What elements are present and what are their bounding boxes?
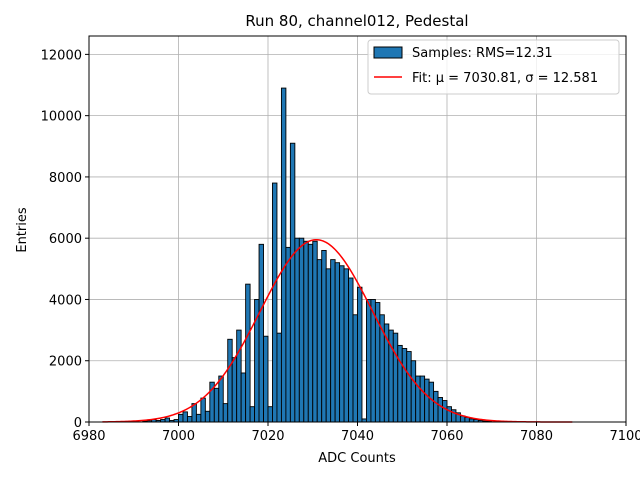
histogram-bar [339, 265, 345, 423]
x-tick-label: 7040 [341, 429, 374, 444]
y-tick-label: 6000 [49, 232, 82, 247]
y-tick-label: 10000 [41, 110, 82, 125]
histogram-bar [312, 240, 318, 423]
y-tick-label: 8000 [49, 171, 82, 186]
histogram-bar [307, 243, 314, 423]
y-tick-label: 2000 [49, 355, 82, 370]
histogram-bar [294, 237, 300, 423]
histogram-bar [222, 403, 229, 423]
y-tick-label: 0 [74, 416, 82, 431]
histogram-bar [164, 417, 170, 423]
histogram-bar [352, 314, 358, 423]
histogram-bar [428, 381, 435, 423]
histogram-bar [178, 413, 184, 423]
histogram-bar [231, 357, 238, 423]
histogram-bar [343, 268, 350, 423]
x-axis-label: ADC Counts [318, 451, 396, 466]
x-tick-label: 7080 [520, 429, 553, 444]
histogram-bar [397, 344, 403, 423]
histogram-bar [437, 397, 443, 423]
histogram-bar [330, 259, 336, 423]
histogram-bar [419, 375, 426, 423]
histogram-bar [316, 259, 323, 423]
y-tick-label: 12000 [41, 48, 82, 63]
histogram-bar [348, 277, 354, 423]
histogram-bar [325, 268, 332, 423]
y-axis-ticks: 0 2000 4000 6000 8000 10000 12000 [41, 48, 89, 431]
x-axis-ticks: 6980 7000 7020 7040 7060 7080 7100 [72, 422, 640, 444]
histogram-bar [200, 397, 206, 423]
x-tick-label: 6980 [72, 429, 105, 444]
histogram-bar [392, 332, 399, 423]
x-tick-label: 7100 [609, 429, 640, 444]
histogram-bar [442, 400, 448, 423]
histogram-bar [280, 87, 287, 423]
x-tick-label: 7000 [162, 429, 195, 444]
histogram-bar [258, 243, 264, 423]
histogram-bar [446, 406, 452, 423]
chart-title: Run 80, channel012, Pedestal [245, 12, 468, 30]
histogram-bar [213, 387, 220, 423]
histogram-bar [410, 360, 417, 423]
histogram-bar [263, 335, 269, 423]
histogram-bar [357, 286, 363, 423]
histogram-bar [240, 372, 247, 423]
x-tick-label: 7020 [251, 429, 284, 444]
legend-box [367, 39, 620, 95]
histogram-bar [303, 240, 309, 423]
histogram-bar [321, 249, 327, 423]
histogram-bar [433, 390, 439, 423]
legend: Samples: RMS=12.31 Fit: μ = 7030.81, σ =… [367, 39, 620, 95]
histogram-bar [406, 351, 412, 423]
histogram-bar [334, 262, 341, 423]
histogram-bar [464, 416, 470, 423]
histogram-bar [186, 416, 193, 423]
histogram-bar [276, 332, 282, 423]
histogram-bar [285, 246, 291, 423]
legend-histogram-swatch [373, 46, 403, 59]
histogram-bar [182, 411, 188, 423]
histogram-bar [249, 406, 256, 423]
histogram-bar [370, 299, 376, 423]
histogram-bars [142, 87, 493, 423]
legend-fit-label: Fit: μ = 7030.81, σ = 12.581 [412, 71, 598, 86]
histogram-bar [289, 142, 296, 423]
y-tick-label: 4000 [49, 293, 82, 308]
histogram-bar [236, 329, 242, 423]
histogram-bar [298, 237, 305, 423]
histogram-bar [227, 338, 233, 423]
histogram-bar [218, 375, 224, 423]
histogram-bar [204, 410, 211, 423]
y-axis-label: Entries [15, 207, 30, 253]
histogram-bar [195, 413, 202, 423]
legend-histogram-label: Samples: RMS=12.31 [412, 46, 553, 61]
fit-curve [102, 238, 573, 423]
histogram-bar [272, 182, 278, 423]
histogram-bar [401, 348, 408, 423]
histogram-bar [366, 299, 372, 423]
histogram-bar [245, 283, 251, 423]
x-tick-label: 7060 [430, 429, 463, 444]
histogram-bar [424, 378, 430, 423]
histogram-bar [267, 406, 273, 423]
histogram-bar [415, 375, 421, 423]
